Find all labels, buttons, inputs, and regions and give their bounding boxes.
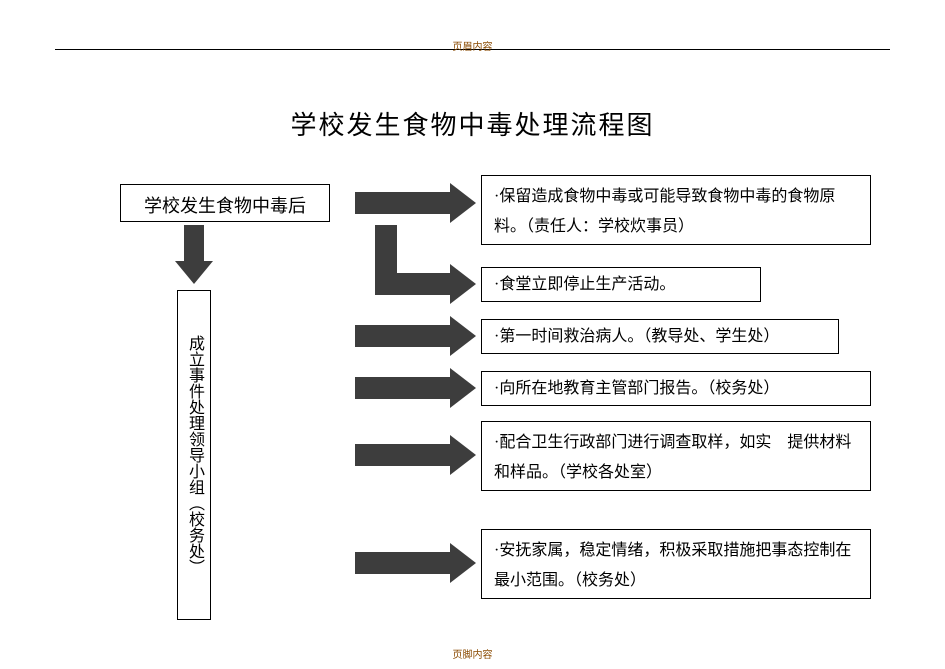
page-title: 学校发生食物中毒处理流程图 <box>0 105 945 142</box>
arrow-right-1 <box>355 183 476 223</box>
arrow-elbow <box>375 225 476 304</box>
arrow-right-4 <box>355 368 476 408</box>
footer-label: 页脚内容 <box>0 646 945 661</box>
arrow-right-3 <box>355 316 476 356</box>
action-box-4: ·向所在地教育主管部门报告。（校务处） <box>481 371 871 406</box>
action-box-6: ·安抚家属，稳定情绪，积极采取措施把事态控制在最小范围。（校务处） <box>481 529 871 599</box>
action-box-1: ·保留造成食物中毒或可能导致食物中毒的食物原料。（责任人：学校炊事员） <box>481 175 871 245</box>
action-box-3: ·第一时间救治病人。（教导处、学生处） <box>481 319 839 354</box>
action-box-5: ·配合卫生行政部门进行调查取样，如实 提供材料和样品。（学校各处室） <box>481 421 871 491</box>
start-box: 学校发生食物中毒后 <box>120 184 330 222</box>
arrow-right-6 <box>355 543 476 583</box>
arrow-right-5 <box>355 435 476 475</box>
action-box-2: ·食堂立即停止生产活动。 <box>481 267 761 302</box>
arrow-down <box>175 225 213 284</box>
header-label: 页眉内容 <box>0 38 945 53</box>
group-box: 成立事件处理领导小组（校务处） <box>177 290 211 620</box>
